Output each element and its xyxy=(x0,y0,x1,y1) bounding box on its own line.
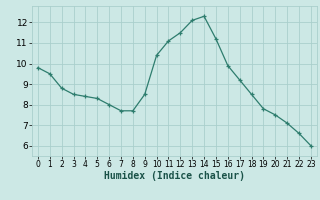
X-axis label: Humidex (Indice chaleur): Humidex (Indice chaleur) xyxy=(104,171,245,181)
